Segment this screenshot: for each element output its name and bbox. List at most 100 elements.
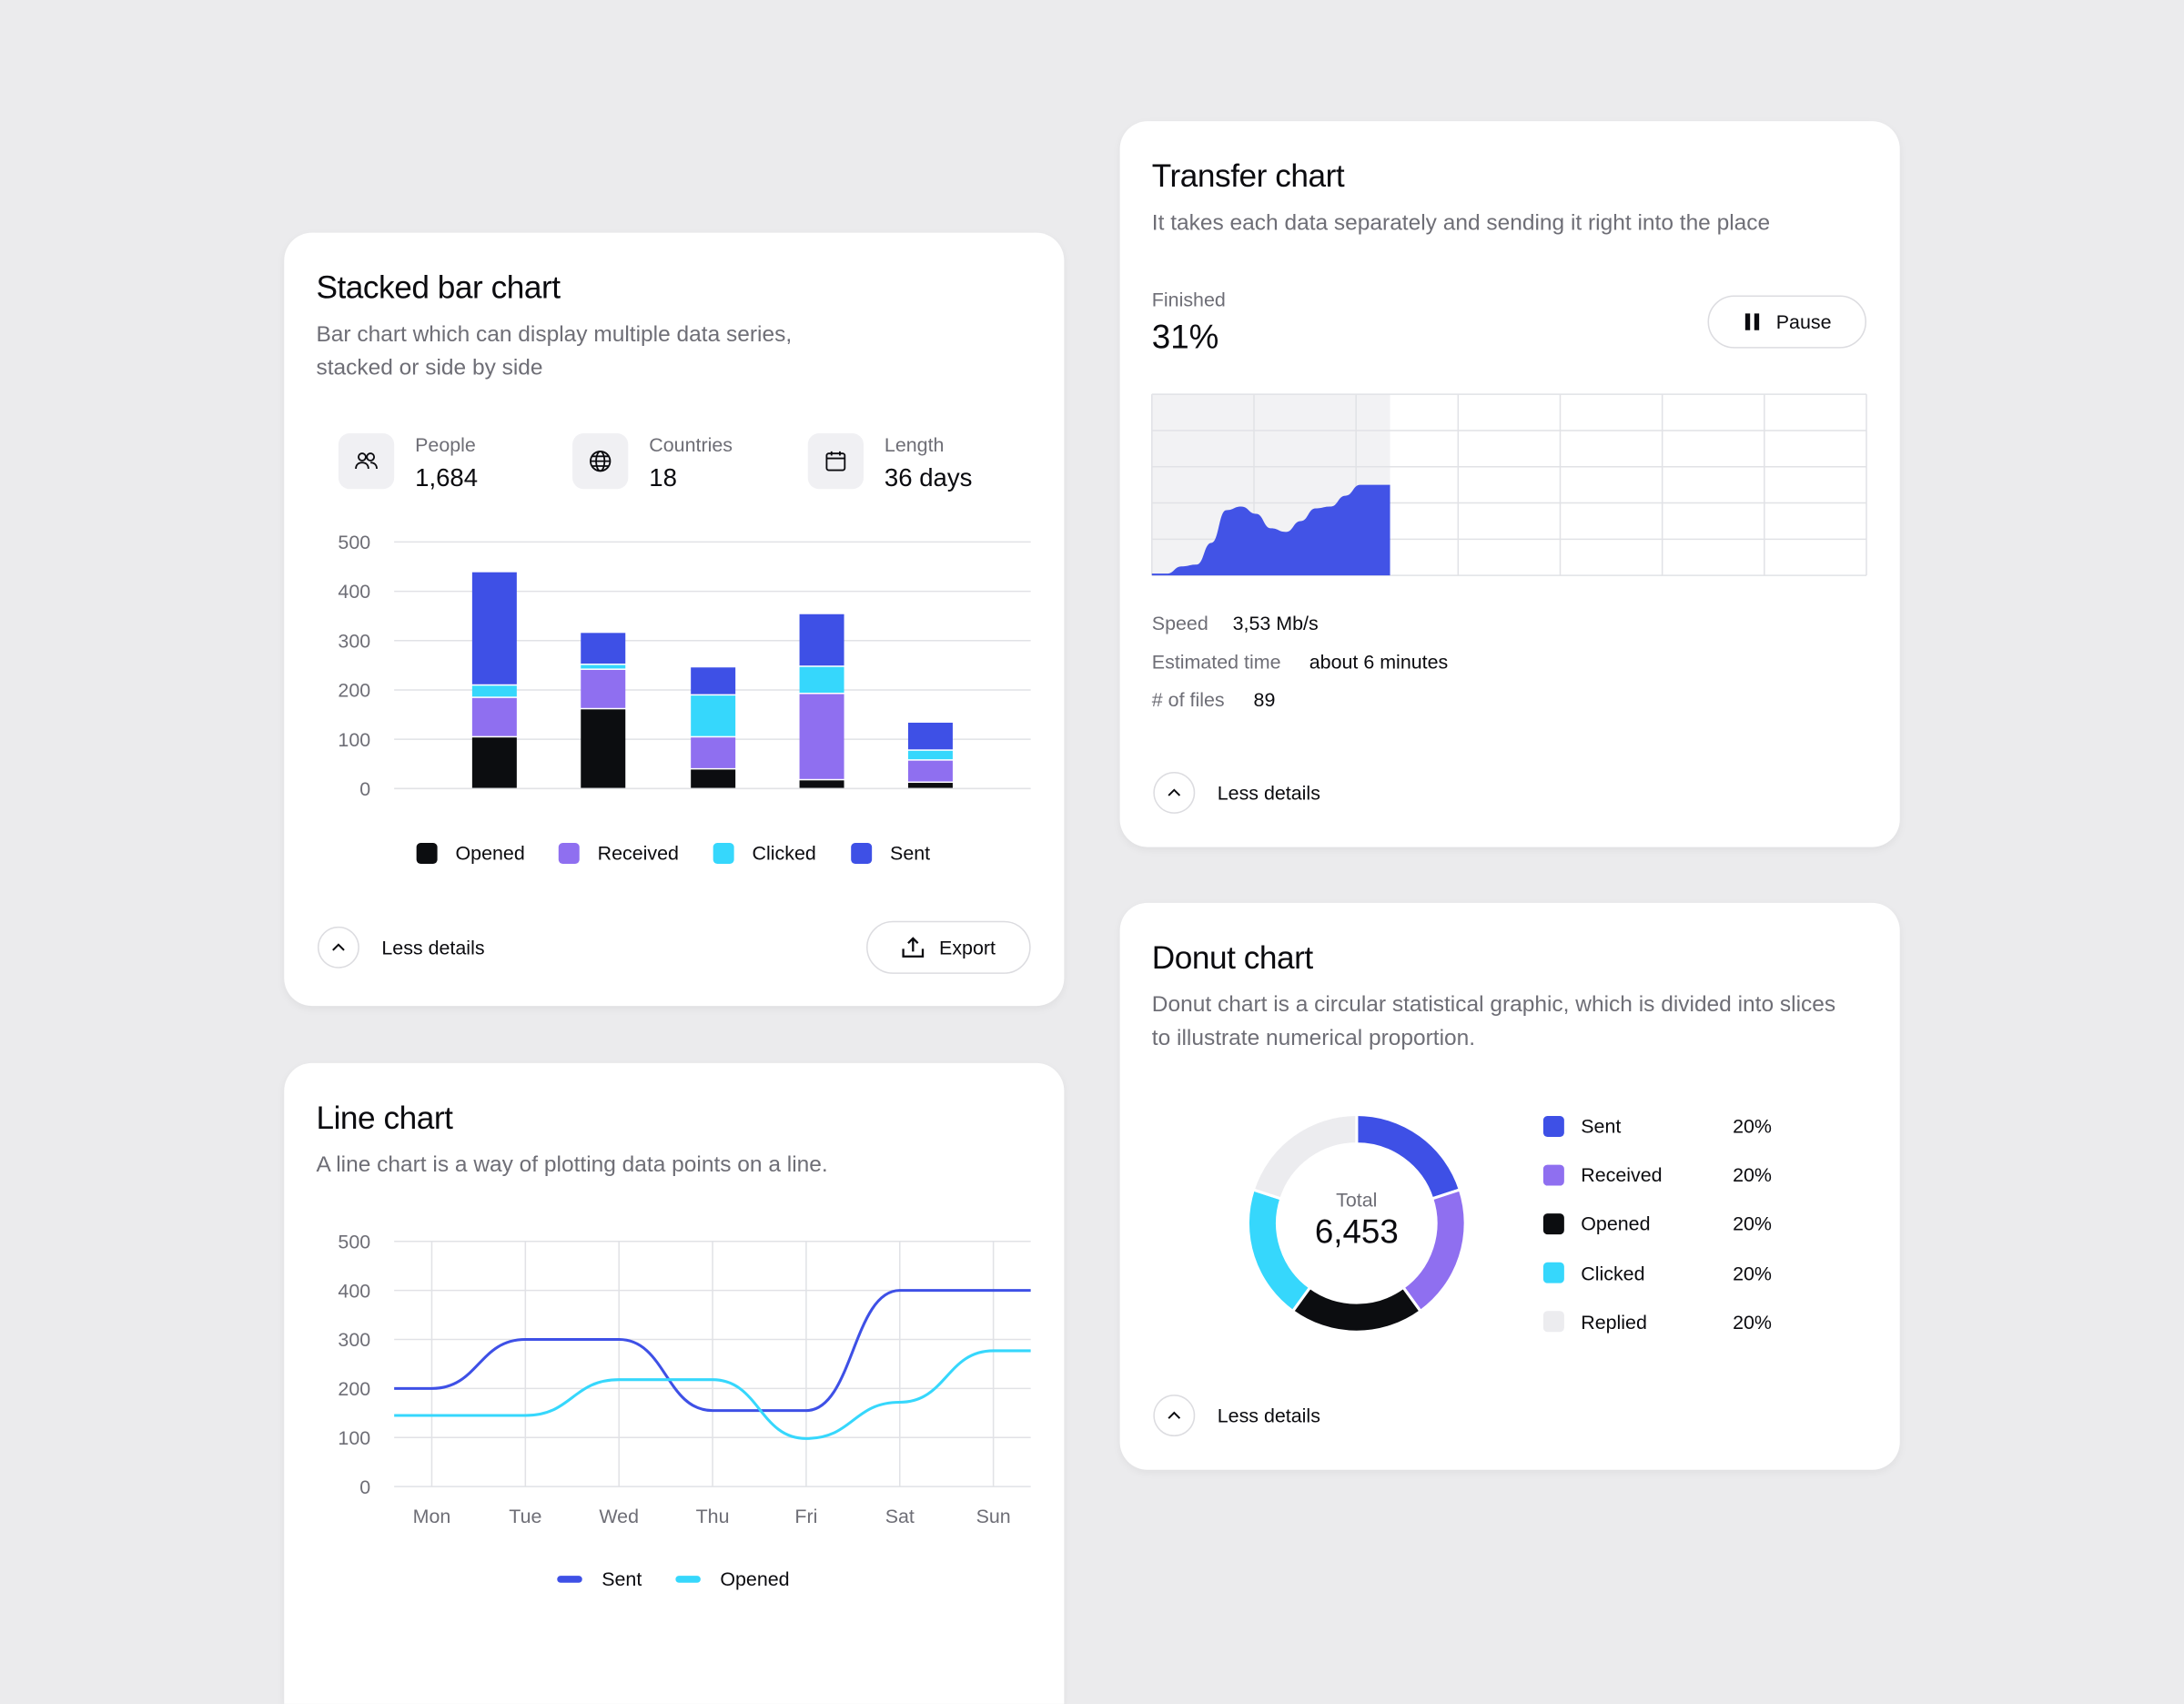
line-series-sent[interactable] bbox=[394, 1289, 1031, 1413]
legend-label: Received bbox=[597, 841, 679, 864]
bar-segment-received[interactable] bbox=[907, 760, 953, 782]
donut-chart bbox=[1246, 1112, 1467, 1334]
people-icon bbox=[338, 433, 395, 490]
detail-value: 89 bbox=[1253, 688, 1276, 711]
less-details-link[interactable]: Less details bbox=[1217, 781, 1320, 805]
legend-label: Opened bbox=[455, 841, 525, 864]
legend-item: Sent bbox=[557, 1567, 642, 1589]
pause-icon bbox=[1745, 313, 1760, 330]
y-tick-label: 100 bbox=[338, 729, 370, 751]
collapse-button[interactable] bbox=[1153, 1395, 1196, 1437]
bar-segment-received[interactable] bbox=[691, 737, 736, 768]
legend-percent: 20% bbox=[1733, 1310, 1772, 1334]
chevron-up-icon bbox=[332, 943, 345, 951]
bar-segment-opened[interactable] bbox=[691, 769, 736, 788]
legend-label: Clicked bbox=[1581, 1262, 1645, 1284]
legend-label: Opened bbox=[1581, 1212, 1651, 1235]
pause-button[interactable]: Pause bbox=[1707, 295, 1867, 349]
legend-swatch bbox=[557, 1575, 582, 1582]
bar-segment-sent[interactable] bbox=[907, 722, 953, 750]
card-description: to illustrate numerical proportion. bbox=[1151, 1027, 1476, 1051]
legend-swatch bbox=[558, 842, 580, 864]
donut-slice-opened[interactable] bbox=[1290, 1285, 1423, 1334]
less-details-link[interactable]: Less details bbox=[1217, 1404, 1320, 1427]
card-title: Stacked bar chart bbox=[316, 269, 561, 306]
legend-label: Received bbox=[1581, 1163, 1663, 1186]
donut-total-label: Total bbox=[1336, 1188, 1378, 1212]
donut-slice-replied[interactable] bbox=[1251, 1112, 1359, 1201]
bar-segment-clicked[interactable] bbox=[799, 666, 844, 693]
x-tick-label: Sat bbox=[885, 1506, 915, 1527]
stat-label: People bbox=[415, 433, 476, 456]
x-tick-label: Wed bbox=[599, 1506, 639, 1527]
legend-percent: 20% bbox=[1733, 1114, 1772, 1137]
y-tick-label: 400 bbox=[338, 581, 370, 603]
donut-chart-card: Donut chart Donut chart is a circular st… bbox=[1119, 902, 1900, 1470]
legend-swatch bbox=[851, 842, 873, 864]
bar-segment-sent[interactable] bbox=[471, 572, 517, 685]
card-title: Transfer chart bbox=[1151, 157, 1345, 194]
bar-segment-sent[interactable] bbox=[581, 633, 626, 664]
pause-label: Pause bbox=[1775, 310, 1832, 333]
stacked-bar-chart: 0 100 200 300 400 500 bbox=[338, 532, 1031, 800]
donut-slice-sent[interactable] bbox=[1355, 1112, 1462, 1201]
y-tick-label: 300 bbox=[338, 1329, 370, 1351]
transfer-area-chart bbox=[1151, 393, 1867, 576]
transfer-chart-card: Transfer chart It takes each data separa… bbox=[1119, 121, 1900, 847]
legend-percent: 20% bbox=[1733, 1262, 1772, 1284]
line-series-opened[interactable] bbox=[394, 1349, 1031, 1440]
legend-item: Clicked bbox=[713, 841, 816, 864]
collapse-button[interactable] bbox=[1153, 771, 1196, 814]
detail-value: about 6 minutes bbox=[1309, 650, 1449, 674]
chevron-up-icon bbox=[1168, 788, 1181, 796]
bar-segment-received[interactable] bbox=[471, 697, 517, 736]
x-tick-label: Sun bbox=[976, 1506, 1011, 1527]
globe-icon bbox=[572, 433, 629, 490]
collapse-button[interactable] bbox=[317, 926, 359, 969]
y-tick-label: 100 bbox=[338, 1427, 370, 1449]
detail-label: # of files bbox=[1151, 688, 1225, 711]
bar-segment-opened[interactable] bbox=[799, 780, 844, 788]
legend-swatch bbox=[1542, 1262, 1564, 1283]
legend-item: Sent bbox=[851, 841, 930, 864]
bar-segment-clicked[interactable] bbox=[907, 750, 953, 760]
card-description: Bar chart which can display multiple dat… bbox=[316, 323, 793, 348]
export-button[interactable]: Export bbox=[866, 920, 1031, 974]
y-tick-label: 400 bbox=[338, 1280, 370, 1302]
bar-segment-received[interactable] bbox=[581, 669, 626, 708]
x-tick-label: Fri bbox=[794, 1506, 817, 1527]
bar-segment-clicked[interactable] bbox=[471, 685, 517, 697]
bar-segment-clicked[interactable] bbox=[691, 695, 736, 736]
card-description: A line chart is a way of plotting data p… bbox=[316, 1153, 828, 1178]
y-tick-label: 0 bbox=[359, 1476, 370, 1498]
x-tick-label: Mon bbox=[413, 1506, 451, 1527]
bar-segment-sent[interactable] bbox=[799, 614, 844, 666]
line-chart-card: Line chart A line chart is a way of plot… bbox=[284, 1062, 1065, 1704]
bar-segment-opened[interactable] bbox=[907, 783, 953, 788]
bar-segment-opened[interactable] bbox=[471, 737, 517, 788]
legend-swatch bbox=[1542, 1115, 1564, 1137]
finished-label: Finished bbox=[1151, 288, 1226, 311]
legend-item: Clicked bbox=[1542, 1262, 1645, 1284]
bar-segment-clicked[interactable] bbox=[581, 664, 626, 669]
finished-value: 31% bbox=[1151, 319, 1219, 357]
bar-segment-sent[interactable] bbox=[691, 667, 736, 695]
transfer-area bbox=[1151, 484, 1390, 576]
x-tick-label: Thu bbox=[696, 1506, 730, 1527]
upload-icon bbox=[902, 937, 925, 958]
y-tick-label: 300 bbox=[338, 630, 370, 652]
legend-label: Clicked bbox=[752, 841, 816, 864]
legend-label: Opened bbox=[720, 1567, 790, 1590]
bar-segment-opened[interactable] bbox=[581, 709, 626, 788]
less-details-link[interactable]: Less details bbox=[381, 936, 485, 959]
card-description: Donut chart is a circular statistical gr… bbox=[1151, 993, 1836, 1018]
y-tick-label: 200 bbox=[338, 1378, 370, 1400]
bar-segment-received[interactable] bbox=[799, 694, 844, 779]
detail-label: Speed bbox=[1151, 611, 1208, 634]
legend-percent: 20% bbox=[1733, 1212, 1772, 1235]
detail-label: Estimated time bbox=[1151, 650, 1281, 674]
line-chart: 0 100 200 300 400 500 Mon Tue Wed Thu Fri Sat Sun bbox=[338, 1231, 1031, 1527]
card-title: Line chart bbox=[316, 1099, 453, 1136]
legend-swatch bbox=[675, 1575, 701, 1582]
y-tick-label: 200 bbox=[338, 680, 370, 702]
